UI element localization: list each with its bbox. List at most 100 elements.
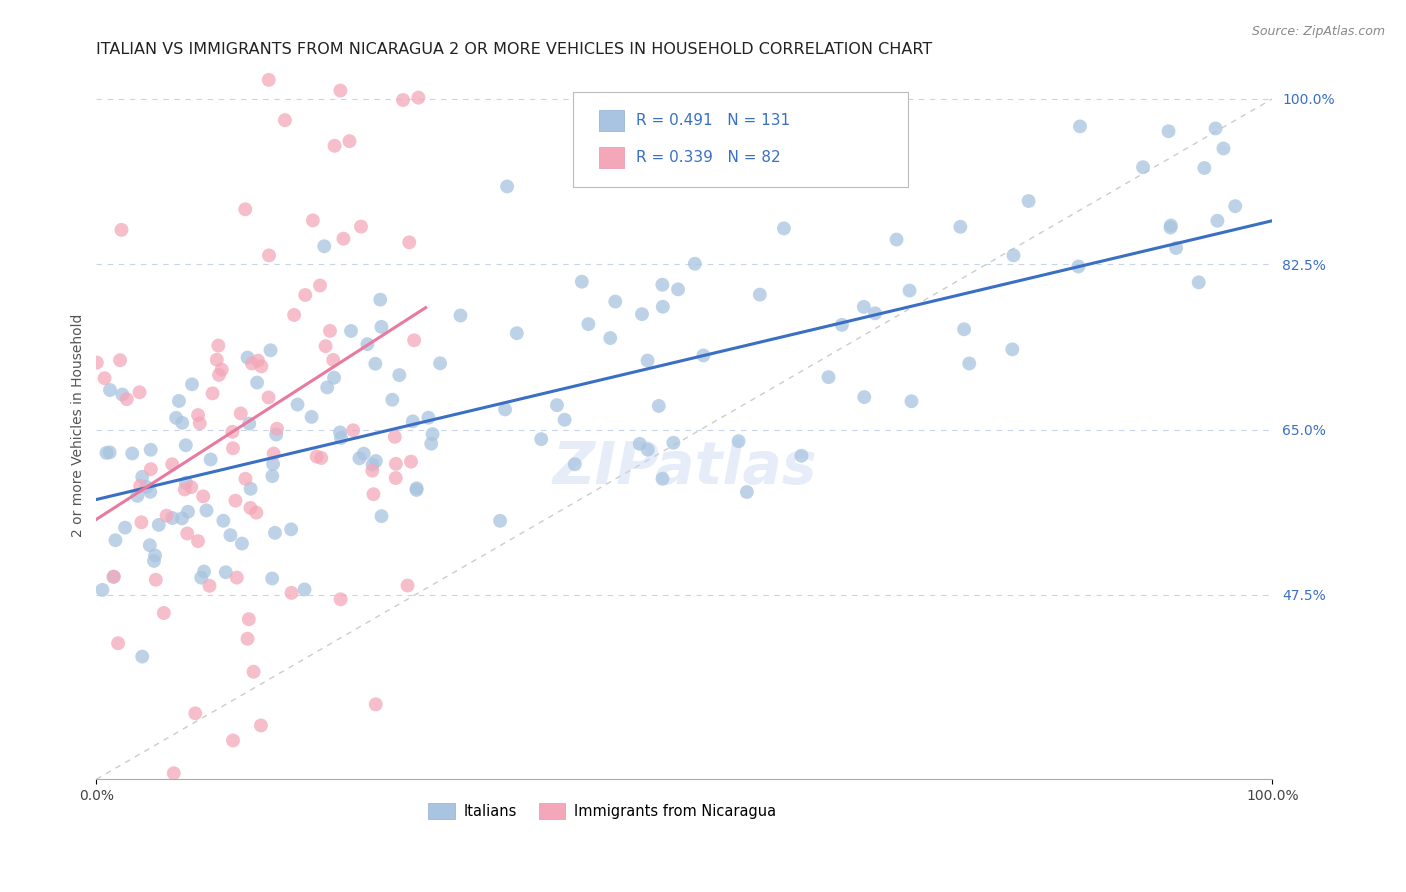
- Point: [1001, 343, 1024, 357]
- Point: [364, 698, 387, 712]
- Point: [1206, 213, 1229, 227]
- Point: [174, 438, 197, 452]
- Text: R = 0.339   N = 82: R = 0.339 N = 82: [636, 150, 780, 165]
- Point: [831, 318, 853, 332]
- Point: [418, 410, 440, 425]
- Point: [554, 413, 576, 427]
- Point: [221, 425, 243, 439]
- Point: [727, 434, 749, 449]
- Point: [143, 554, 166, 568]
- Point: [405, 483, 427, 497]
- Point: [176, 526, 198, 541]
- Point: [953, 322, 976, 336]
- Point: [294, 288, 316, 302]
- Point: [648, 399, 671, 413]
- Point: [128, 385, 150, 400]
- Point: [1205, 121, 1227, 136]
- Point: [1002, 248, 1025, 262]
- Point: [496, 179, 519, 194]
- Point: [1132, 160, 1154, 174]
- Point: [233, 202, 256, 217]
- Point: [283, 308, 305, 322]
- Point: [1212, 141, 1234, 155]
- Point: [193, 489, 215, 503]
- Point: [190, 571, 212, 585]
- Point: [361, 458, 384, 472]
- Point: [853, 390, 876, 404]
- Point: [236, 632, 259, 646]
- Point: [1160, 220, 1182, 235]
- Point: [1194, 161, 1216, 175]
- Point: [494, 402, 516, 417]
- Point: [225, 570, 247, 584]
- Bar: [599, 147, 624, 168]
- Point: [145, 573, 167, 587]
- Point: [172, 416, 194, 430]
- Point: [143, 549, 166, 563]
- Point: [316, 380, 339, 394]
- Point: [1067, 260, 1090, 274]
- Point: [139, 484, 162, 499]
- Text: Source: ZipAtlas.com: Source: ZipAtlas.com: [1251, 25, 1385, 38]
- Point: [98, 383, 121, 397]
- Point: [245, 506, 267, 520]
- Point: [207, 338, 229, 352]
- Point: [564, 457, 586, 471]
- Point: [238, 417, 260, 431]
- Point: [404, 333, 426, 347]
- Point: [224, 493, 246, 508]
- Point: [323, 138, 346, 153]
- Point: [280, 586, 302, 600]
- Point: [222, 733, 245, 747]
- Point: [370, 509, 392, 524]
- Point: [262, 572, 284, 586]
- Point: [340, 324, 363, 338]
- Point: [263, 446, 285, 460]
- Point: [364, 357, 387, 371]
- Point: [236, 351, 259, 365]
- Point: [353, 447, 375, 461]
- Point: [250, 718, 273, 732]
- Point: [350, 219, 373, 234]
- Point: [264, 427, 287, 442]
- Point: [339, 134, 361, 148]
- Point: [242, 665, 264, 679]
- Point: [651, 300, 673, 314]
- Point: [187, 408, 209, 422]
- Point: [274, 113, 297, 128]
- Point: [651, 277, 673, 292]
- Point: [429, 356, 451, 370]
- Point: [212, 514, 235, 528]
- Point: [280, 522, 302, 536]
- Point: [246, 376, 269, 390]
- Point: [259, 343, 281, 358]
- Point: [349, 451, 371, 466]
- Point: [114, 521, 136, 535]
- Point: [900, 394, 922, 409]
- Point: [139, 462, 162, 476]
- Point: [188, 417, 211, 431]
- Point: [131, 470, 153, 484]
- Point: [108, 353, 131, 368]
- Point: [384, 430, 406, 444]
- Point: [266, 422, 288, 436]
- Point: [211, 362, 233, 376]
- Point: [257, 391, 280, 405]
- Point: [208, 368, 231, 382]
- Point: [605, 294, 627, 309]
- Point: [200, 452, 222, 467]
- Point: [173, 483, 195, 497]
- Point: [381, 392, 404, 407]
- Point: [863, 306, 886, 320]
- Point: [1157, 124, 1180, 138]
- Point: [683, 257, 706, 271]
- Point: [384, 471, 406, 485]
- Point: [396, 578, 419, 592]
- Point: [104, 533, 127, 548]
- FancyBboxPatch shape: [572, 92, 908, 187]
- Point: [239, 500, 262, 515]
- Point: [174, 475, 197, 490]
- Bar: [599, 110, 624, 131]
- Point: [257, 73, 280, 87]
- Legend: Italians, Immigrants from Nicaragua: Italians, Immigrants from Nicaragua: [423, 797, 782, 825]
